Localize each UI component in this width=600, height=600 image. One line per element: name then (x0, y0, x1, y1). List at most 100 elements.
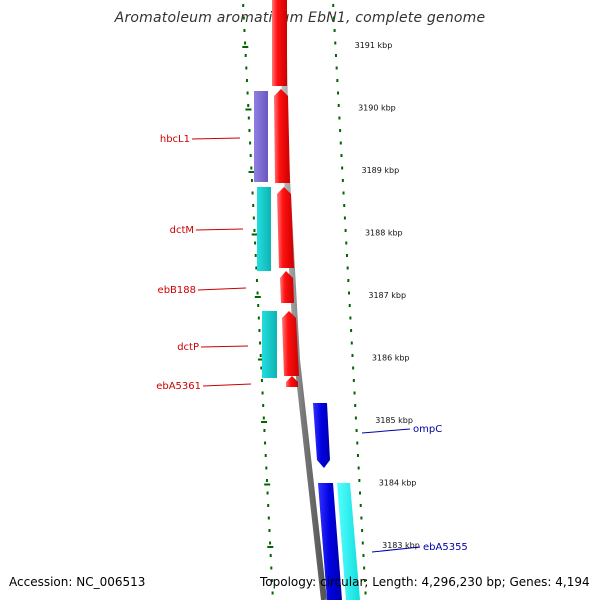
tick-dot (336, 79, 339, 82)
hbcL1-leader (191, 137, 241, 140)
tick-dot (350, 341, 353, 345)
gene-label-dctP[interactable]: dctP (177, 342, 199, 353)
map-title: Aromatoleum aromaticum EbN1, complete ge… (114, 10, 486, 26)
tick-dot (350, 329, 353, 332)
tick-dot (263, 429, 266, 432)
red-gene-top[interactable] (272, 0, 287, 86)
tick-dot (356, 441, 359, 445)
tick-dot (351, 354, 354, 357)
gene-label-ebB188[interactable]: ebB188 (158, 285, 196, 296)
tick-dot (364, 591, 367, 595)
tick-dot (245, 79, 248, 82)
tick-dot (245, 66, 248, 70)
tick-dot (251, 191, 254, 195)
tick-dot (243, 29, 246, 32)
gene-label-ebA5355[interactable]: ebA5355 (423, 542, 468, 553)
tick-dot (337, 91, 340, 95)
tick-dot (348, 291, 351, 295)
tick-dot (334, 54, 337, 57)
blue-gene-bottom[interactable] (318, 483, 342, 600)
tick-dot (337, 104, 340, 107)
gene-dctM-block[interactable] (257, 187, 271, 271)
tick-dot (253, 229, 256, 232)
red-gene-5[interactable] (282, 311, 299, 376)
tick-dot (360, 516, 363, 520)
tick-dot (332, 16, 335, 20)
gene-label-ebA5361[interactable]: ebA5361 (156, 381, 201, 392)
kbp-label-3190: 3190 kbp (358, 104, 396, 113)
tick-dot (362, 554, 365, 557)
tick-dot (355, 429, 358, 432)
tick-dot (352, 379, 355, 382)
tick-dot (359, 491, 362, 495)
kbp-label-3187: 3187 kbp (368, 291, 406, 300)
ebB188-leader (197, 287, 247, 291)
major-tick (248, 171, 255, 173)
tick-dot (250, 166, 253, 170)
tick-dot (342, 191, 345, 195)
tick-dot (335, 66, 338, 70)
tick-dot (332, 4, 335, 7)
gene-hbcL1-block[interactable] (254, 91, 268, 182)
tick-dot (361, 541, 364, 545)
gene-ompC-arrow[interactable] (313, 403, 330, 468)
tick-dot (269, 541, 272, 545)
tick-dot (339, 141, 342, 145)
tick-dot (249, 154, 252, 157)
dctM-leader (195, 228, 244, 231)
gene-label-dctM[interactable]: dctM (170, 225, 194, 236)
tick-dot (252, 204, 255, 207)
major-tick (264, 483, 271, 486)
tick-dot (265, 479, 268, 482)
major-tick (254, 296, 261, 298)
tick-dot (260, 379, 263, 382)
red-gene-2[interactable] (274, 89, 290, 183)
tick-dot (348, 304, 351, 307)
tick-dot (249, 141, 252, 145)
tick-dot (264, 441, 267, 445)
gene-dctP-block[interactable] (262, 311, 277, 378)
tick-dot (254, 254, 257, 257)
tick-dot (255, 266, 258, 270)
tick-dot (267, 504, 270, 507)
tick-dot (254, 241, 257, 245)
tick-dot (257, 316, 260, 320)
accession-text: Accession: NC_006513 (9, 575, 146, 589)
kbp-label-3188: 3188 kbp (365, 229, 403, 238)
tick-dot (343, 204, 346, 207)
tick-dot (345, 241, 348, 245)
tick-dot (257, 304, 260, 307)
tick-dot (270, 566, 273, 570)
kbp-label-3185: 3185 kbp (375, 416, 413, 425)
tick-dot (343, 216, 346, 220)
tick-dot (248, 129, 251, 132)
tick-dot (271, 591, 274, 595)
tick-dot (259, 341, 262, 345)
tick-dot (247, 116, 250, 120)
genome-info-text: Topology: circular; Length: 4,296,230 bp… (260, 575, 590, 589)
tick-dot (258, 329, 261, 332)
gene-label-group: hbcL1 dctM ebB188 dctP ebA5361 ompC ebA5… (156, 134, 468, 553)
tick-dot (242, 4, 245, 7)
tick-dot (333, 29, 336, 32)
tick-dot (358, 479, 361, 482)
tick-dot (262, 404, 265, 407)
red-gene-4[interactable] (280, 271, 294, 303)
tick-dot (341, 166, 344, 170)
tick-dot (361, 529, 364, 532)
red-gene-3[interactable] (277, 187, 294, 268)
tick-dot (267, 516, 270, 520)
tick-dot (255, 279, 258, 282)
gene-label-ompC[interactable]: ompC (413, 424, 442, 435)
ompC-leader (361, 428, 411, 434)
tick-dot (341, 179, 344, 182)
gene-label-hbcL1[interactable]: hbcL1 (160, 134, 190, 145)
kbp-label-3184: 3184 kbp (379, 479, 417, 488)
cyan-gene-bottom[interactable] (337, 483, 360, 600)
tick-dot (340, 154, 343, 157)
tick-dot (244, 41, 247, 45)
tick-dot (260, 366, 263, 370)
red-gene-6[interactable] (286, 376, 298, 387)
outer-tick-ring (332, 4, 367, 595)
